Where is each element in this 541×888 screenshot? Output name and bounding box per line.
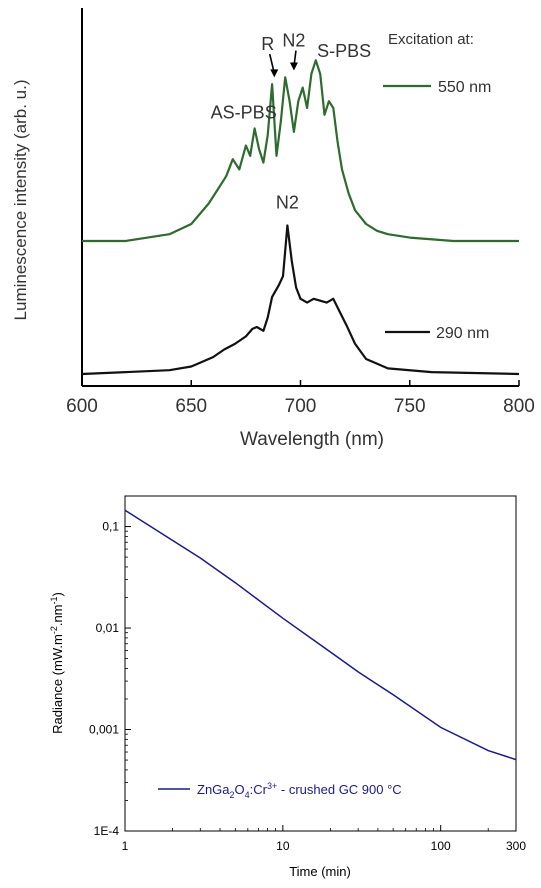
- bottom-x-tick-label: 300: [506, 839, 526, 853]
- bottom-y-axis-label: Radiance (mW.m-2.nm-1): [49, 592, 65, 734]
- top-series-lines: [81, 59, 520, 376]
- bottom-y-tick-label: 0,1: [102, 520, 119, 534]
- top-y-axis-label: Luminescence intensity (arb. u.): [11, 80, 30, 321]
- bottom-ticks: 1E-4 0,001 0,01 0,1 1 10 100 300: [89, 495, 526, 853]
- bottom-y-tick-label: 0,01: [96, 621, 120, 635]
- bottom-y-tick-label: 1E-4: [94, 824, 120, 838]
- top-annotation-label: AS-PBS: [211, 102, 277, 122]
- top-series-line-1: [81, 224, 520, 376]
- top-x-ticks: 600 650 700 750 800: [66, 380, 535, 417]
- top-x-tick-label: 800: [503, 396, 535, 417]
- bottom-y-tick-label: 0,001: [89, 723, 119, 737]
- top-annotations: AS-PBS R N2 S-PBS N2: [211, 31, 372, 213]
- top-x-axis-label: Wavelength (nm): [240, 429, 384, 450]
- top-annotation-label: N2: [282, 31, 305, 51]
- top-legend-label-550: 550 nm: [438, 79, 491, 96]
- top-series-line-0: [82, 59, 519, 243]
- top-legend-title: Excitation at:: [388, 31, 474, 48]
- top-annotation-label: N2: [276, 193, 299, 213]
- top-panel: 600 650 700 750 800 Wavelength (nm) Luminesc…: [11, 8, 535, 450]
- bottom-x-tick-label: 10: [276, 839, 290, 853]
- top-annotation-arrowhead: [289, 62, 298, 71]
- top-x-tick-label: 650: [175, 396, 207, 417]
- top-x-tick-label: 600: [66, 396, 98, 417]
- bottom-x-axis-label: Time (min): [289, 864, 351, 879]
- top-annotation-label: R: [261, 34, 274, 54]
- bottom-series-line: [124, 509, 517, 761]
- top-x-tick-label: 700: [285, 396, 317, 417]
- bottom-x-tick-label: 100: [431, 839, 451, 853]
- top-annotation-label: S-PBS: [317, 41, 371, 61]
- top-legend: Excitation at: 550 nm 290 nm: [383, 31, 491, 342]
- top-x-tick-label: 750: [394, 396, 426, 417]
- bottom-plot-frame: [124, 495, 517, 832]
- top-legend-label-290: 290 nm: [436, 325, 489, 342]
- bottom-x-tick-label: 1: [122, 839, 129, 853]
- top-annotation-arrowhead: [270, 69, 279, 78]
